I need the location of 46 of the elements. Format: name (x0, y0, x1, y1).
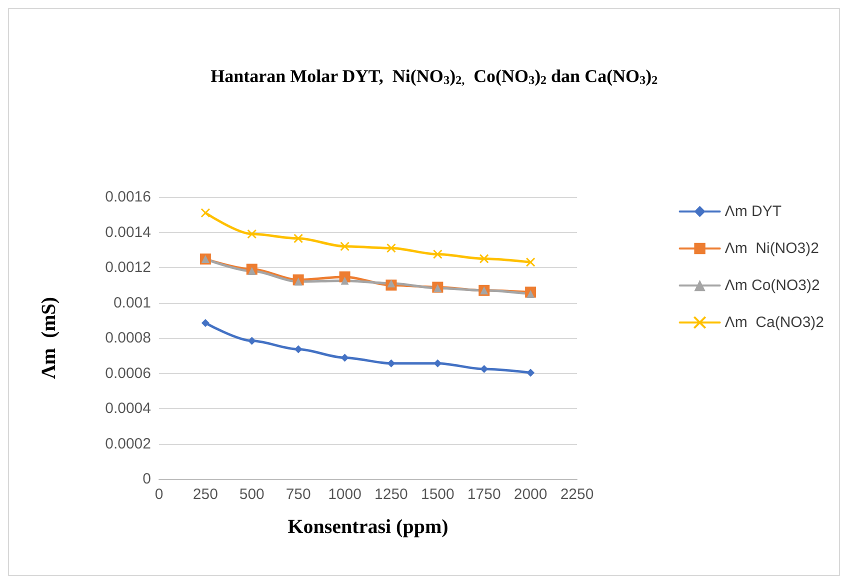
point (340, 276, 349, 285)
legend-label: Λm Co(NO3)2 (724, 277, 820, 294)
y-tick-label: 0 (142, 470, 151, 488)
point (340, 242, 350, 252)
point (200, 208, 210, 218)
point (479, 254, 489, 264)
y-tick-label: 0.0012 (105, 259, 151, 276)
y-tick-label: 0.0008 (105, 330, 151, 346)
point (387, 279, 396, 288)
x-tick-label: 1500 (420, 486, 454, 503)
point (340, 354, 349, 362)
point (526, 290, 535, 298)
point (386, 243, 396, 253)
legend-label: Λm Ni(NO3)2 (724, 240, 820, 257)
point (434, 359, 442, 368)
x-tick-label: 750 (286, 486, 311, 503)
x-tick-label: 1750 (467, 486, 501, 503)
y-tick-label: 0.001 (113, 294, 151, 312)
x-axis-title: Konsentrasi (ppm) (288, 516, 448, 538)
point (434, 284, 442, 292)
point (294, 345, 302, 354)
x-tick-label: 1000 (328, 486, 362, 503)
point (294, 278, 302, 286)
x-tick-label: 2250 (560, 486, 594, 503)
y-tick-label: 0.0014 (105, 224, 151, 241)
legend-label: Λm Ca(NO3)2 (724, 314, 824, 331)
point (387, 359, 396, 368)
y-tick-label: 0.0006 (105, 364, 151, 382)
point (248, 336, 256, 345)
point (294, 234, 304, 244)
y-tick-label: 0.0016 (105, 188, 151, 206)
point (432, 250, 442, 260)
y-tick-label: 0.0004 (105, 400, 151, 417)
point (201, 319, 210, 328)
point (248, 267, 256, 276)
x-tick-label: 250 (192, 486, 218, 503)
x-tick-label: 2000 (514, 486, 548, 503)
point (247, 229, 257, 239)
point (526, 257, 536, 267)
x-tick-label: 1250 (374, 486, 408, 503)
point (526, 368, 535, 377)
legend-label: Λm DYT (724, 203, 782, 220)
x-tick-label: 500 (239, 486, 264, 503)
y-axis-title: Λm (mS) (38, 296, 60, 380)
y-tick-label: 0.0002 (105, 435, 151, 452)
x-tick-label: 0 (154, 486, 164, 503)
